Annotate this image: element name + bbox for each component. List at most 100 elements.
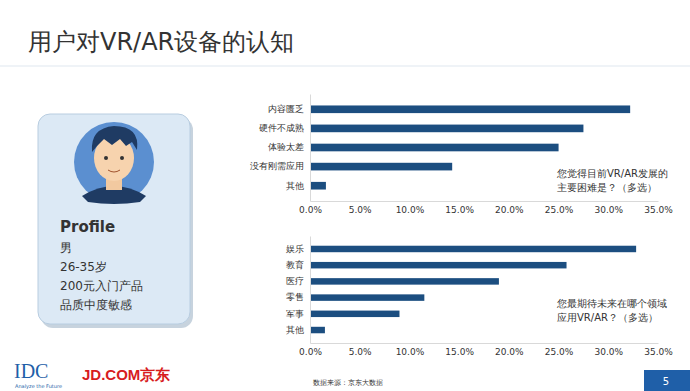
x-axis-line	[311, 201, 659, 202]
category-label: 医疗	[286, 276, 304, 286]
idc-logo: IDC	[14, 360, 48, 382]
annotation: 您最期待未来在哪个领域	[556, 298, 667, 309]
x-tick: 0.0%	[299, 201, 322, 215]
x-tick: 25.0%	[545, 343, 574, 357]
y-axis: 娱乐教育医疗零售军事其他	[286, 237, 311, 344]
page: 用户对VR/AR设备的认知 Profile 男 26-35岁 200元入门产品品质中度敏…	[0, 0, 690, 391]
category-label: 娱乐	[286, 244, 304, 254]
x-tick-label: 5.0%	[349, 205, 372, 215]
bar	[310, 278, 499, 284]
y-tick: 内容匮乏	[268, 104, 310, 114]
avatar-bg	[74, 122, 154, 202]
page-number: 5	[663, 376, 669, 387]
idc-tagline: Analyze the Future	[15, 383, 62, 390]
y-tick: 娱乐	[286, 244, 310, 254]
category-label: 教育	[286, 260, 304, 270]
bar	[310, 262, 567, 268]
profile-card: Profile 男 26-35岁 200元入门产品品质中度敏感	[38, 114, 193, 328]
y-tick: 零售	[286, 292, 310, 302]
y-axis-line	[310, 95, 311, 202]
y-tick: 硬件不成熟	[259, 123, 310, 133]
y-tick: 军事	[286, 309, 310, 319]
title-rule	[0, 66, 690, 67]
y-tick: 没有刚需应用	[250, 161, 310, 171]
x-tick: 20.0%	[495, 201, 524, 215]
x-tick-label: 20.0%	[495, 347, 524, 357]
x-tick-label: 10.0%	[396, 347, 425, 357]
x-tick-label: 15.0%	[445, 347, 474, 357]
x-tick: 35.0%	[644, 201, 673, 215]
bar	[310, 246, 636, 252]
category-label: 体验太差	[268, 142, 304, 152]
category-label: 内容匮乏	[268, 104, 304, 114]
page-number-box	[644, 370, 690, 391]
x-tick: 5.0%	[349, 201, 372, 215]
x-tick-label: 30.0%	[594, 347, 623, 357]
x-tick: 10.0%	[396, 201, 425, 215]
x-tick-label: 10.0%	[396, 205, 425, 215]
y-tick: 其他	[286, 181, 310, 191]
x-tick: 35.0%	[644, 343, 673, 357]
profile-line: 品质中度敏感	[60, 298, 132, 312]
x-tick-label: 25.0%	[545, 347, 574, 357]
bar	[310, 163, 452, 171]
annotation: 主要困难是？（多选）	[557, 182, 657, 193]
x-axis-line	[311, 343, 659, 344]
category-label: 零售	[286, 292, 304, 302]
annotation: 应用VR/AR？（多选）	[557, 312, 658, 323]
y-tick: 教育	[286, 260, 310, 270]
y-tick: 体验太差	[268, 142, 310, 152]
bar	[310, 182, 326, 190]
bar	[310, 311, 399, 317]
x-tick: 30.0%	[594, 343, 623, 357]
chart: 0.0% 5.0% 10.0% 15.0% 20.0% 25.0% 30.0% 35.0% 娱乐…	[286, 237, 673, 358]
chart: 0.0% 5.0% 10.0% 15.0% 20.0% 25.0% 30.0% 35.0% 内容…	[250, 95, 673, 216]
x-axis: 0.0% 5.0% 10.0% 15.0% 20.0% 25.0% 30.0% 35.0%	[299, 201, 673, 215]
card-body	[38, 114, 190, 324]
jd-logo: JD.COM	[82, 366, 140, 383]
jd-logo-cn: 京东	[139, 366, 170, 384]
profile-heading: Profile	[60, 218, 115, 236]
bar	[310, 125, 583, 133]
bar	[310, 144, 559, 152]
x-tick-label: 0.0%	[299, 205, 322, 215]
category-label: 其他	[286, 181, 304, 191]
annotation: 您觉得目前VR/AR发展的	[556, 168, 668, 179]
avatar-mouth	[108, 170, 120, 172]
profile-line: 26-35岁	[60, 260, 107, 274]
x-axis: 0.0% 5.0% 10.0% 15.0% 20.0% 25.0% 30.0% 35.0%	[299, 343, 673, 357]
x-tick-label: 20.0%	[495, 205, 524, 215]
x-tick: 25.0%	[545, 201, 574, 215]
x-tick-label: 5.0%	[349, 347, 372, 357]
x-tick: 0.0%	[299, 343, 322, 357]
avatar-hair	[92, 126, 137, 152]
x-tick-label: 35.0%	[644, 205, 673, 215]
category-label: 其他	[286, 325, 304, 335]
bar	[310, 294, 424, 300]
x-tick-label: 15.0%	[445, 205, 474, 215]
x-tick: 20.0%	[495, 343, 524, 357]
data-source: 数据来源：京东大数据	[313, 379, 383, 387]
x-tick: 10.0%	[396, 343, 425, 357]
y-axis-line	[310, 237, 311, 344]
avatar-eye	[120, 156, 124, 160]
x-tick: 15.0%	[445, 343, 474, 357]
x-tick-label: 0.0%	[299, 347, 322, 357]
category-label: 没有刚需应用	[250, 161, 304, 171]
y-axis: 内容匮乏硬件不成熟体验太差没有刚需应用其他	[250, 95, 311, 202]
bar	[310, 105, 630, 113]
x-tick: 30.0%	[594, 201, 623, 215]
avatar-eye	[104, 156, 108, 160]
page-title: 用户对VR/AR设备的认知	[28, 28, 294, 56]
category-label: 硬件不成熟	[259, 123, 304, 133]
x-tick-label: 25.0%	[545, 205, 574, 215]
x-tick-label: 30.0%	[594, 205, 623, 215]
profile-line: 男	[60, 241, 72, 255]
x-tick: 15.0%	[445, 201, 474, 215]
y-tick: 医疗	[286, 276, 310, 286]
y-tick: 其他	[286, 325, 310, 335]
bar	[310, 327, 325, 333]
profile-line: 200元入门产品	[60, 279, 143, 293]
x-tick-label: 35.0%	[644, 347, 673, 357]
category-label: 军事	[286, 309, 304, 319]
